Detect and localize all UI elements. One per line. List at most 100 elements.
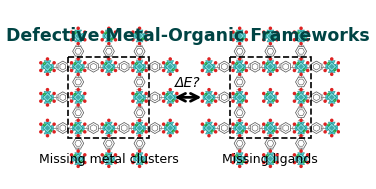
- Circle shape: [77, 165, 79, 167]
- Circle shape: [101, 161, 103, 164]
- Polygon shape: [326, 94, 332, 101]
- Polygon shape: [58, 92, 68, 103]
- Polygon shape: [295, 63, 301, 70]
- Circle shape: [276, 62, 278, 64]
- Polygon shape: [78, 125, 84, 131]
- Polygon shape: [265, 46, 276, 56]
- Circle shape: [145, 131, 147, 133]
- Circle shape: [53, 131, 55, 133]
- Polygon shape: [120, 122, 129, 134]
- Circle shape: [300, 27, 302, 29]
- Circle shape: [269, 58, 271, 60]
- Circle shape: [138, 43, 141, 45]
- Circle shape: [215, 69, 217, 71]
- Polygon shape: [267, 122, 274, 128]
- Circle shape: [162, 92, 165, 94]
- Circle shape: [70, 31, 73, 33]
- Circle shape: [232, 69, 234, 71]
- Circle shape: [77, 43, 79, 45]
- Polygon shape: [250, 61, 260, 72]
- Circle shape: [245, 100, 247, 102]
- Circle shape: [293, 39, 296, 41]
- Polygon shape: [236, 36, 243, 42]
- Circle shape: [53, 92, 55, 94]
- Circle shape: [108, 150, 110, 152]
- Polygon shape: [237, 156, 242, 161]
- Polygon shape: [43, 93, 52, 102]
- Polygon shape: [75, 61, 82, 67]
- Polygon shape: [296, 46, 306, 56]
- Circle shape: [232, 31, 234, 33]
- Circle shape: [101, 123, 103, 125]
- Polygon shape: [133, 94, 139, 101]
- Polygon shape: [150, 61, 160, 72]
- Polygon shape: [135, 31, 144, 41]
- Polygon shape: [296, 139, 306, 148]
- Polygon shape: [332, 94, 338, 101]
- Polygon shape: [73, 139, 84, 148]
- Circle shape: [239, 119, 241, 121]
- Circle shape: [108, 27, 110, 29]
- Circle shape: [132, 100, 134, 102]
- Circle shape: [84, 123, 86, 125]
- Circle shape: [276, 69, 278, 71]
- Circle shape: [324, 100, 326, 102]
- Polygon shape: [150, 92, 160, 103]
- Circle shape: [46, 104, 49, 106]
- Polygon shape: [236, 30, 243, 36]
- Polygon shape: [44, 97, 51, 103]
- Circle shape: [77, 150, 79, 152]
- Circle shape: [208, 89, 210, 91]
- Polygon shape: [47, 125, 53, 131]
- Polygon shape: [106, 156, 111, 161]
- Polygon shape: [203, 94, 209, 101]
- Polygon shape: [109, 33, 115, 39]
- Polygon shape: [78, 63, 84, 70]
- Circle shape: [53, 62, 55, 64]
- Polygon shape: [296, 154, 306, 163]
- Circle shape: [114, 31, 117, 33]
- Polygon shape: [301, 125, 307, 131]
- Polygon shape: [75, 97, 82, 103]
- Circle shape: [293, 154, 296, 156]
- Polygon shape: [167, 128, 174, 134]
- Polygon shape: [139, 63, 146, 70]
- Polygon shape: [296, 31, 306, 41]
- Circle shape: [70, 62, 73, 64]
- Polygon shape: [89, 122, 98, 134]
- Circle shape: [293, 31, 296, 33]
- Polygon shape: [73, 154, 83, 163]
- Circle shape: [169, 73, 171, 75]
- Circle shape: [53, 123, 55, 125]
- Circle shape: [145, 69, 147, 71]
- Circle shape: [307, 31, 309, 33]
- Polygon shape: [106, 126, 111, 130]
- Polygon shape: [267, 91, 274, 97]
- Polygon shape: [234, 94, 240, 101]
- Circle shape: [77, 73, 79, 75]
- Polygon shape: [72, 155, 78, 162]
- Circle shape: [138, 27, 141, 29]
- Polygon shape: [167, 122, 174, 128]
- Polygon shape: [103, 155, 109, 162]
- Polygon shape: [209, 125, 215, 131]
- Circle shape: [108, 58, 110, 60]
- Polygon shape: [78, 155, 84, 162]
- Circle shape: [263, 123, 265, 125]
- Polygon shape: [72, 63, 78, 70]
- Circle shape: [145, 62, 147, 64]
- Polygon shape: [299, 95, 303, 100]
- Circle shape: [145, 123, 147, 125]
- Circle shape: [114, 39, 117, 41]
- Polygon shape: [76, 156, 80, 161]
- Circle shape: [114, 123, 117, 125]
- Polygon shape: [170, 125, 176, 131]
- Polygon shape: [267, 153, 274, 159]
- Circle shape: [208, 73, 210, 75]
- Polygon shape: [268, 126, 273, 130]
- Polygon shape: [105, 153, 112, 159]
- Circle shape: [132, 92, 134, 94]
- Circle shape: [307, 39, 309, 41]
- Text: Missing ligands: Missing ligands: [223, 153, 318, 166]
- Circle shape: [84, 100, 86, 102]
